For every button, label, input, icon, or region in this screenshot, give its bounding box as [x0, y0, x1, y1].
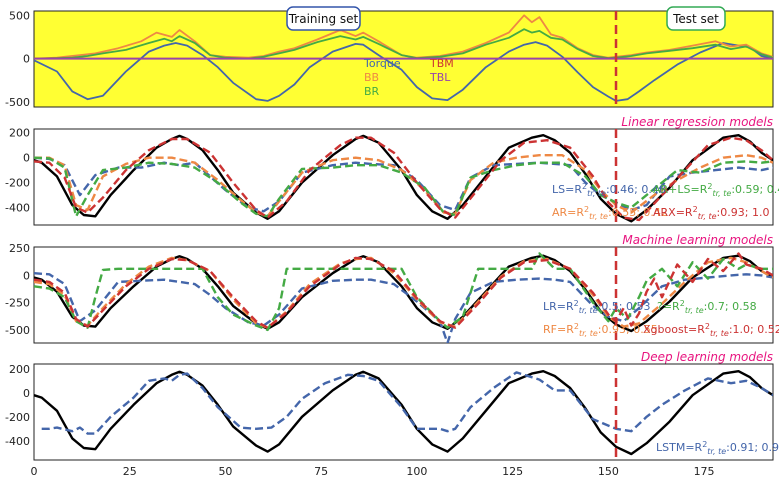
ml-panel-title: Machine learning models [622, 233, 773, 247]
linear-series-ar-ls [34, 156, 773, 218]
ml-series-rf [34, 256, 773, 329]
linear-series-arx [34, 136, 773, 222]
training-set-label: Training set [288, 12, 359, 26]
x-tick-label: 0 [31, 465, 38, 478]
ml-y-tick-label: -250 [5, 297, 30, 310]
ml-y-tick-label: 250 [9, 242, 30, 255]
x-tick-label: 100 [406, 465, 427, 478]
linear-y-tick-label: 200 [9, 127, 30, 140]
legend-tbm: TBM [429, 57, 454, 70]
ml-y-tick-label: 0 [23, 269, 30, 282]
ml-series-xgboost [34, 252, 773, 329]
x-tick-labels: 0 25 50 75 100 125 150 175 [31, 465, 715, 478]
ml-series [34, 252, 773, 343]
linear-y-tick-label: -400 [5, 202, 30, 215]
x-tick-label: 150 [598, 465, 619, 478]
test-set-box [666, 6, 726, 31]
legend-tbl: TBL [429, 71, 451, 84]
x-tick-label: 175 [694, 465, 715, 478]
dl-series-measured [34, 370, 773, 456]
signals-y-tick-label: -500 [5, 96, 30, 109]
x-tick-label: 125 [502, 465, 523, 478]
legend-torque: Torque [363, 57, 401, 70]
legend-bb: BB [364, 71, 379, 84]
legend-br: BR [364, 85, 380, 98]
ml-series-rf2 [34, 252, 773, 332]
ml-series-lr [34, 272, 773, 343]
dl-y-tick-label: -400 [5, 435, 30, 448]
training-set-box [286, 6, 361, 31]
annotation-xgboost: Xgboost=R2tr, te:1.0; 0.52 [643, 322, 779, 338]
dl-annotations: LSTM=R2tr, te:0.91; 0.92 [656, 440, 779, 456]
annotation-ar-ls: AR+LS=R2tr, te:0.59; 0.4 [653, 182, 779, 198]
signals-series-br [34, 28, 773, 60]
signals-series-torque [34, 41, 773, 102]
annotation-ar: AR=R2tr, te:0.55; 0.42 [552, 205, 668, 221]
linear-y-tick-label: 0 [23, 152, 30, 165]
dl-y-tick-label: 0 [23, 387, 30, 400]
annotation-rf: RF=R2tr, te:0.93; 0.55 [543, 322, 658, 338]
dl-panel-title: Deep learning models [641, 350, 773, 364]
x-tick-label: 75 [314, 465, 328, 478]
dl-series [34, 370, 773, 456]
x-tick-label: 50 [218, 465, 232, 478]
annotation-ls: LS=R2tr, te:0.46; 0.48 [552, 182, 666, 198]
dl-y-tick-label: 200 [9, 363, 30, 376]
ml-y-tick-label: -500 [5, 324, 30, 337]
annotation-lr: LR=R2tr, te:0.5; 0.53 [543, 299, 651, 315]
signals-y-tick-label: 0 [23, 53, 30, 66]
annotation-lstm: LSTM=R2tr, te:0.91; 0.92 [656, 440, 779, 456]
x-tick-label: 25 [123, 465, 137, 478]
test-set-label: Test set [672, 12, 719, 26]
annotation-arx: ARX=R2tr, te:0.93; 1.0 [653, 205, 769, 221]
linear-series [34, 133, 773, 223]
signals-legend: Torque TBM BB TBL BR [363, 57, 454, 98]
dl-series-lstm [41, 371, 773, 435]
linear-y-tick-label: -200 [5, 177, 30, 190]
y-tick-labels: 500 0 -500 200 0 -200 -400 250 0 -250 -500 200 0 -200… [5, 9, 30, 447]
linear-annotations: LS=R2tr, te:0.46; 0.48 AR+LS=R2tr, te:0.… [552, 182, 779, 221]
signals-y-tick-label: 500 [9, 9, 30, 22]
linear-series-ar [34, 153, 773, 218]
ml-annotations: LR=R2tr, te:0.5; 0.53 ?=R2tr, te:0.7; 0.… [543, 299, 779, 338]
dl-panel [33, 363, 774, 461]
annotation-green-model: ?=R2tr, te:0.7; 0.58 [657, 299, 757, 315]
signals-series [34, 14, 773, 102]
ml-series-measured [34, 254, 773, 333]
linear-panel-title: Linear regression models [621, 115, 773, 129]
dl-y-tick-label: -200 [5, 411, 30, 424]
